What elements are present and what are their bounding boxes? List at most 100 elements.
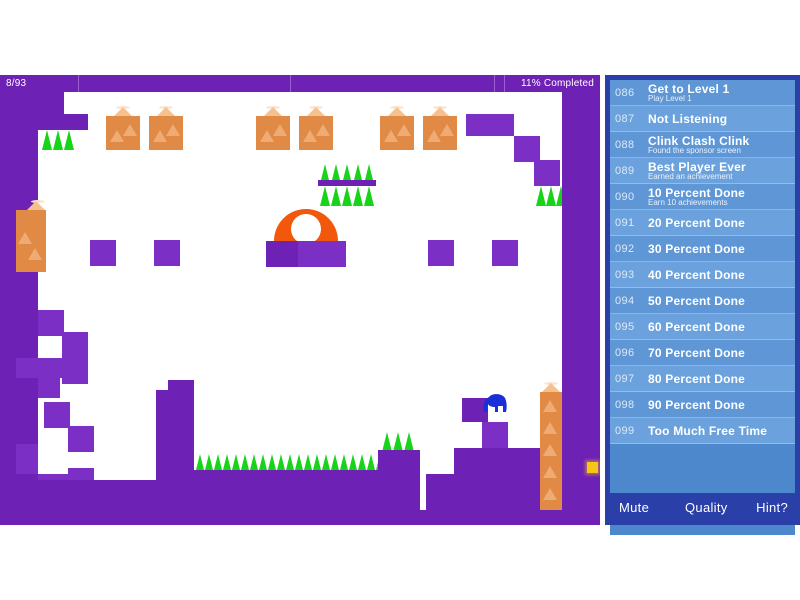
- pillar-block: [168, 380, 194, 480]
- achievement-number: 092: [615, 243, 635, 255]
- spike: [342, 164, 352, 184]
- spike: [42, 130, 52, 150]
- spike: [536, 186, 546, 206]
- stair-block: [454, 448, 540, 474]
- platform-block: [266, 241, 298, 267]
- hud-separator: [78, 75, 79, 92]
- floating-block: [68, 426, 94, 452]
- achievement-number: 096: [615, 347, 635, 359]
- spike: [364, 186, 374, 206]
- platform-block: [378, 450, 420, 482]
- thin-bar-block: [318, 180, 376, 186]
- spike: [556, 186, 566, 206]
- achievement-divider: [610, 365, 795, 366]
- spike: [353, 186, 363, 206]
- achievement-row[interactable]: 097 80 Percent Done: [610, 366, 795, 392]
- achievement-row[interactable]: 095 60 Percent Done: [610, 314, 795, 340]
- crate: [380, 106, 414, 150]
- achievement-row[interactable]: 088 Clink Clash Clink Found the sponsor sc…: [610, 132, 795, 158]
- floating-block: [492, 240, 518, 266]
- spike: [64, 130, 74, 150]
- achievement-name: Get to Level 1: [648, 82, 730, 96]
- achievement-row[interactable]: 091 20 Percent Done: [610, 210, 795, 236]
- hud-separator: [504, 75, 505, 92]
- achievement-sidebar: 086 Get to Level 1 Play Level 1 087 Not List…: [605, 75, 800, 535]
- achievement-row[interactable]: 093 40 Percent Done: [610, 262, 795, 288]
- floating-block: [90, 240, 116, 266]
- hud-separator: [494, 75, 495, 92]
- achievement-number: 093: [615, 269, 635, 281]
- elephant-icon: [482, 393, 510, 415]
- achievement-divider: [610, 235, 795, 236]
- yellow-key-icon[interactable]: [587, 462, 598, 473]
- completion-percentage: 11% Completed: [520, 78, 594, 89]
- platform-block: [514, 136, 540, 162]
- achievement-list[interactable]: 086 Get to Level 1 Play Level 1 087 Not List…: [610, 80, 795, 535]
- level-background: [16, 92, 598, 510]
- achievement-row[interactable]: 098 90 Percent Done: [610, 392, 795, 418]
- crate: [16, 200, 46, 272]
- spike: [342, 186, 352, 206]
- achievement-name: 30 Percent Done: [648, 242, 746, 256]
- crate: [149, 106, 183, 150]
- spike: [364, 164, 374, 184]
- spike: [331, 186, 341, 206]
- achievement-number: 086: [615, 87, 635, 99]
- achievement-name: Best Player Ever: [648, 160, 746, 174]
- achievement-name: Not Listening: [648, 112, 728, 126]
- hint-button[interactable]: Hint?: [756, 500, 788, 515]
- sidebar-footer: Mute Quality Hint?: [605, 493, 800, 525]
- achievement-row[interactable]: 087 Not Listening: [610, 106, 795, 132]
- achievement-row[interactable]: 089 Best Player Ever Earned an achievement: [610, 158, 795, 184]
- floating-block: [44, 402, 70, 428]
- floating-block: [428, 240, 454, 266]
- achievement-name: Clink Clash Clink: [648, 134, 750, 148]
- floating-block: [38, 310, 64, 336]
- achievement-row[interactable]: 090 10 Percent Done Earn 10 achievements: [610, 184, 795, 210]
- wall-block: [562, 92, 584, 510]
- achievement-divider: [610, 105, 795, 106]
- achievement-row[interactable]: 099 Too Much Free Time: [610, 418, 795, 444]
- crate: [423, 106, 457, 150]
- achievement-number: 094: [615, 295, 635, 307]
- game-hud-bar: 8/93 11% Completed: [0, 75, 600, 92]
- floating-block: [62, 332, 88, 358]
- achievement-row[interactable]: 092 30 Percent Done: [610, 236, 795, 262]
- achievement-name: 90 Percent Done: [648, 398, 746, 412]
- achievement-number: 090: [615, 191, 635, 203]
- platform-block: [16, 358, 62, 378]
- mute-button[interactable]: Mute: [619, 500, 650, 515]
- achievement-divider: [610, 131, 795, 132]
- achievement-description: Earn 10 achievements: [648, 198, 728, 207]
- achievement-name: 40 Percent Done: [648, 268, 746, 282]
- spike: [331, 164, 341, 184]
- pillar-block: [156, 390, 168, 480]
- achievement-divider: [610, 391, 795, 392]
- achievement-divider: [610, 443, 795, 444]
- achievement-row[interactable]: 096 70 Percent Done: [610, 340, 795, 366]
- game-viewport[interactable]: 8/93 11% Completed: [0, 75, 600, 525]
- achievement-name: Too Much Free Time: [648, 424, 768, 438]
- achievement-row[interactable]: 094 50 Percent Done: [610, 288, 795, 314]
- floating-block: [482, 422, 508, 448]
- achievement-name: 60 Percent Done: [648, 320, 746, 334]
- hud-separator: [290, 75, 291, 92]
- platform-block: [466, 114, 514, 136]
- platform-block: [298, 241, 346, 267]
- crate: [106, 106, 140, 150]
- achievement-description: Earned an achievement: [648, 172, 733, 181]
- achievement-divider: [610, 313, 795, 314]
- quality-button[interactable]: Quality: [685, 500, 728, 515]
- platform-block: [72, 114, 88, 130]
- achievement-number: 089: [615, 165, 635, 177]
- achievement-row[interactable]: 086 Get to Level 1 Play Level 1: [610, 80, 795, 106]
- achievement-divider: [610, 183, 795, 184]
- wall-block: [16, 114, 38, 494]
- stair-block: [426, 474, 540, 510]
- platform-block: [38, 378, 60, 398]
- achievement-number: 097: [615, 373, 635, 385]
- floating-block: [154, 240, 180, 266]
- platform-block: [16, 92, 64, 114]
- achievement-divider: [610, 417, 795, 418]
- achievement-number: 087: [615, 113, 635, 125]
